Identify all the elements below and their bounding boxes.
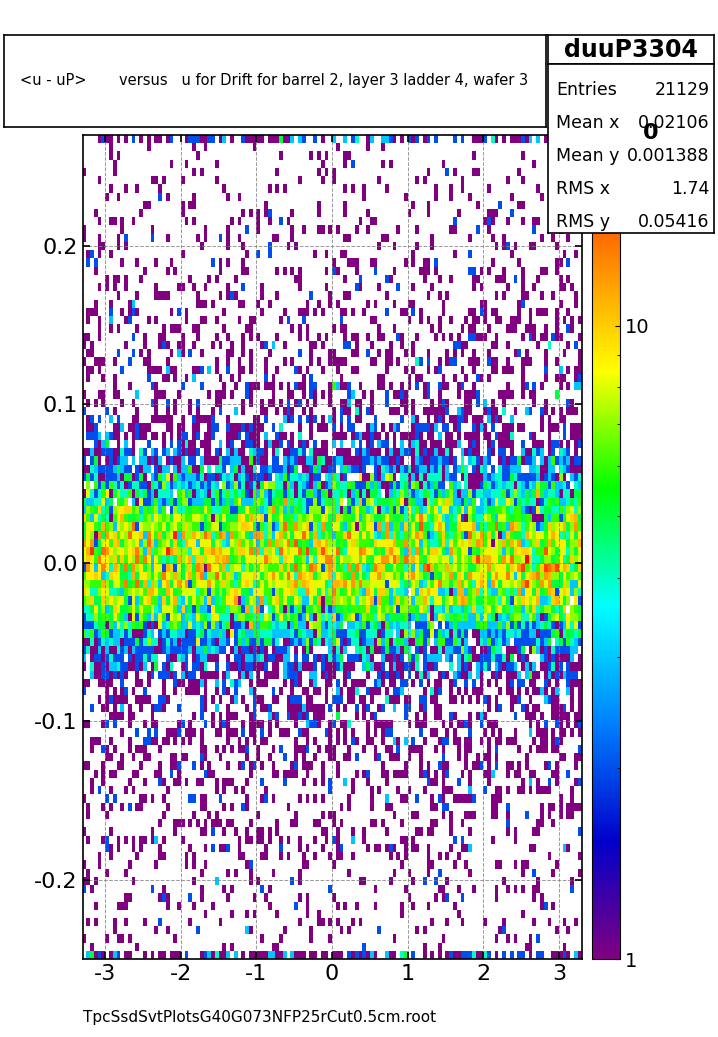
Text: 0.02106: 0.02106 (638, 114, 709, 132)
Text: 21129: 21129 (654, 81, 709, 100)
Text: 0.001388: 0.001388 (627, 147, 709, 165)
Text: Mean y: Mean y (556, 147, 620, 165)
Text: 0: 0 (643, 122, 658, 143)
Text: 1.74: 1.74 (671, 180, 709, 198)
Text: TpcSsdSvtPlotsG40G073NFP25rCut0.5cm.root: TpcSsdSvtPlotsG40G073NFP25rCut0.5cm.root (83, 1010, 436, 1025)
Text: 0.05416: 0.05416 (638, 213, 709, 231)
Text: RMS y: RMS y (556, 213, 610, 231)
Text: Entries: Entries (556, 81, 617, 100)
Text: RMS x: RMS x (556, 180, 610, 198)
Text: duuP3304: duuP3304 (564, 37, 698, 62)
Text: <u - uP>       versus   u for Drift for barrel 2, layer 3 ladder 4, wafer 3: <u - uP> versus u for Drift for barrel 2… (20, 74, 528, 88)
Text: Mean x: Mean x (556, 114, 620, 132)
